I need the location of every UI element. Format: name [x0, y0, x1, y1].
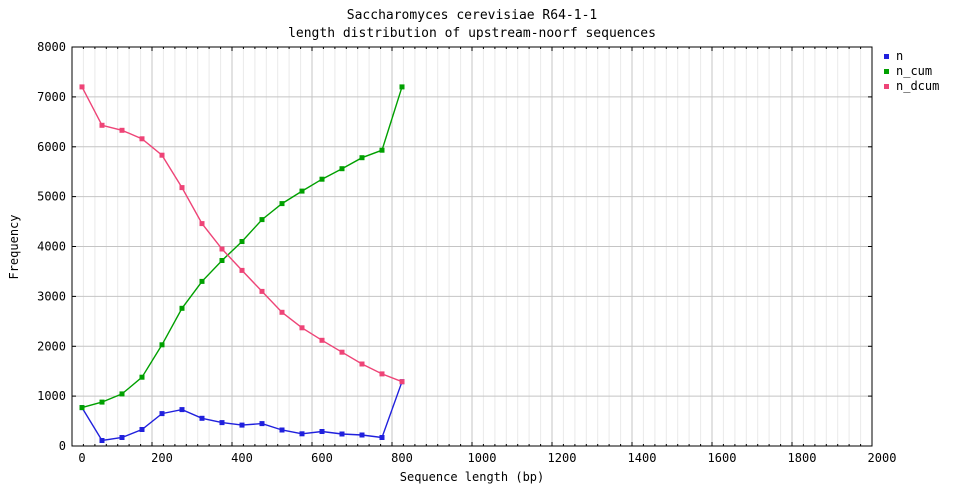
- data-point: [299, 325, 305, 331]
- data-point: [239, 267, 245, 273]
- legend-item-n: n: [884, 50, 939, 62]
- data-point: [359, 155, 365, 161]
- data-point: [79, 405, 85, 411]
- y-tick-label: 5000: [37, 190, 66, 204]
- x-tick-label: 600: [311, 451, 333, 465]
- data-point: [339, 166, 345, 172]
- y-tick-label: 6000: [37, 140, 66, 154]
- data-point: [119, 391, 125, 397]
- data-point: [259, 288, 265, 294]
- data-point: [199, 415, 205, 421]
- plot-frame: [71, 46, 873, 447]
- data-point: [219, 246, 225, 252]
- data-point: [279, 201, 285, 207]
- data-point: [319, 429, 325, 434]
- data-point: [219, 420, 225, 426]
- data-point: [379, 435, 385, 440]
- y-tick-label: 4000: [37, 240, 66, 254]
- legend-item-n-dcum: n_dcum: [884, 80, 939, 92]
- legend-label-n-dcum: n_dcum: [896, 79, 940, 93]
- data-point: [119, 127, 125, 133]
- x-tick-label: 1200: [548, 451, 577, 465]
- data-point: [399, 84, 405, 90]
- data-point: [359, 432, 365, 438]
- data-point: [179, 185, 185, 191]
- data-point: [359, 361, 365, 367]
- x-tick-label: 2000: [868, 451, 897, 465]
- x-axis-label: Sequence length (bp): [399, 470, 545, 484]
- series-n_dcum: [79, 84, 405, 385]
- data-point: [259, 421, 265, 427]
- data-point: [99, 438, 105, 443]
- data-point: [279, 427, 285, 433]
- x-tick-label: 200: [151, 451, 173, 465]
- data-point: [259, 217, 265, 223]
- data-point: [279, 309, 285, 315]
- data-point: [299, 188, 305, 194]
- series-n-dcum-marker-icon: [884, 83, 889, 89]
- x-tick-label: 0: [78, 451, 85, 465]
- y-axis-label: Frequency: [7, 214, 21, 280]
- data-point: [379, 371, 385, 377]
- data-point: [99, 122, 105, 128]
- data-point: [239, 422, 245, 428]
- data-point: [139, 374, 145, 380]
- data-point: [219, 258, 225, 263]
- x-tick-label: 1600: [708, 451, 737, 465]
- data-point: [199, 221, 205, 227]
- data-point: [339, 349, 345, 355]
- data-point: [299, 431, 305, 437]
- legend: n n_cum n_dcum: [884, 50, 939, 92]
- data-point: [179, 305, 185, 311]
- legend-label-n-cum: n_cum: [896, 64, 933, 78]
- data-point: [119, 435, 125, 440]
- x-tick-label: 1800: [788, 451, 817, 465]
- data-point: [79, 84, 85, 90]
- data-point: [319, 176, 325, 182]
- data-point: [199, 278, 205, 284]
- y-tick-label: 2000: [37, 339, 66, 353]
- legend-label-n: n: [896, 49, 904, 63]
- chart-title-line2: length distribution of upstream-noorf se…: [288, 26, 656, 41]
- y-tick-label: 8000: [37, 40, 66, 54]
- data-point: [319, 337, 325, 343]
- data-point: [139, 427, 145, 432]
- y-tick-label: 1000: [37, 389, 66, 403]
- y-tick-label: 0: [59, 439, 66, 453]
- series-n-cum-marker-icon: [884, 68, 889, 74]
- y-tick-label: 3000: [37, 289, 66, 303]
- data-point: [139, 136, 145, 142]
- x-tick-label: 1000: [468, 451, 497, 465]
- x-tick-label: 800: [391, 451, 413, 465]
- series-n_cum: [79, 84, 405, 411]
- x-tick-label: 1400: [628, 451, 657, 465]
- series-n-marker-icon: [884, 53, 889, 59]
- y-tick-label: 7000: [37, 90, 66, 104]
- data-point: [379, 147, 385, 153]
- data-point: [239, 239, 245, 244]
- data-point: [159, 411, 165, 417]
- x-tick-label: 400: [231, 451, 253, 465]
- y-tick-labels: 0 1000 2000 3000 4000 5000 6000 7000 8000: [37, 40, 66, 453]
- x-tick-labels: 0 200 400 600 800 1000 1200 1400 1600 1800 2000: [78, 451, 896, 465]
- data-point: [159, 342, 165, 348]
- data-point: [179, 407, 185, 413]
- data-point: [99, 399, 105, 405]
- chart-title-line1: Saccharomyces cerevisiae R64-1-1: [346, 8, 598, 23]
- data-point: [159, 152, 165, 158]
- data-point: [399, 379, 405, 385]
- legend-item-n-cum: n_cum: [884, 65, 939, 77]
- data-point: [339, 431, 345, 437]
